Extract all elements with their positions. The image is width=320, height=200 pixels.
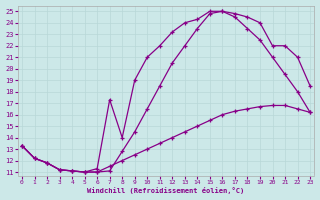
- X-axis label: Windchill (Refroidissement éolien,°C): Windchill (Refroidissement éolien,°C): [87, 187, 245, 194]
